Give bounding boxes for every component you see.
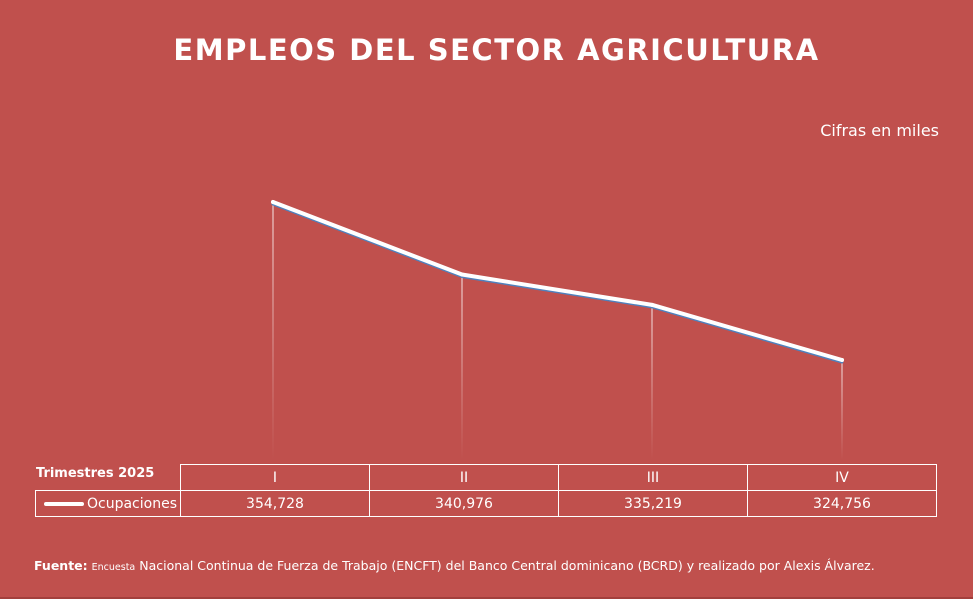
category-label: II [369,464,559,491]
series-line-ocupaciones [271,200,844,362]
units-note: Cifras en miles [820,121,939,140]
data-point [271,200,275,204]
category-row: I II III IV [36,464,937,491]
drop-line [461,274,463,460]
drop-line [272,202,274,460]
value-label: 354,728 [180,490,370,517]
source-text: Nacional Continua de Fuerza de Trabajo (… [139,558,875,573]
legend-label: Ocupaciones [87,495,177,512]
value-label: 324,756 [747,490,937,517]
value-label: 335,219 [558,490,748,517]
legend-line-swatch [44,501,84,506]
category-label: I [180,464,370,491]
bottom-border [0,597,973,599]
category-label: IV [747,464,937,491]
source-small: Encuesta [91,562,136,573]
series-row: Ocupaciones 354,728 340,976 335,219 324,… [35,490,937,517]
data-point [840,358,844,362]
drop-line [651,304,653,460]
source-label: Fuente: [34,558,88,573]
data-point [650,302,654,307]
data-table: I II III IV Ocupaciones 354,728 340,976 … [35,464,937,517]
legend-entry: Ocupaciones [35,490,181,517]
x-axis-title: Trimestres 2025 [36,466,155,481]
value-label: 340,976 [369,490,559,517]
data-point [460,272,464,277]
series-line-shadow [271,202,844,364]
chart-title: EMPLEOS DEL SECTOR AGRICULTURA [173,33,820,67]
drop-line [841,360,843,460]
category-label: III [558,464,748,491]
source-note: Fuente: Encuesta Nacional Continua de Fu… [34,558,875,573]
